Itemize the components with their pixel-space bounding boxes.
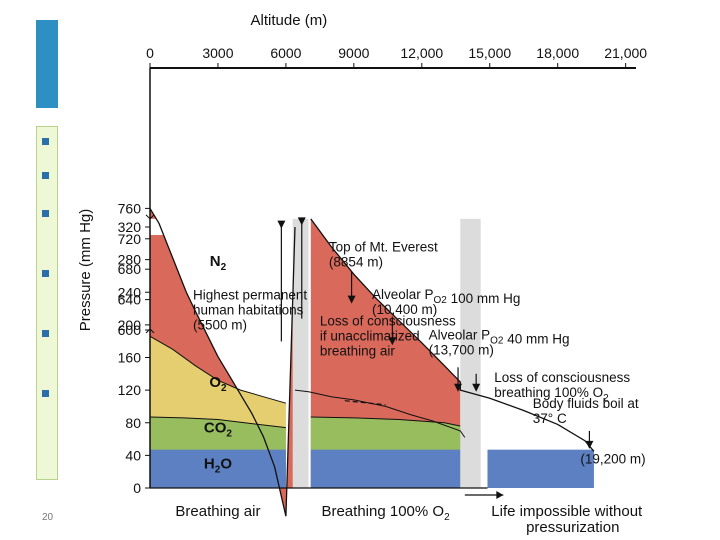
gas-label: O2 — [209, 374, 227, 394]
y-tick-label: 680 — [118, 261, 142, 277]
slide-footer-text: 20 — [42, 512, 54, 523]
co2-boundary-o2 — [310, 416, 461, 427]
annotation-text: breathing 100% O2 — [494, 385, 609, 404]
x-tick-label: 0 — [146, 45, 154, 61]
x-axis-title: Altitude (m) — [251, 12, 328, 29]
annotation-arrowhead — [388, 337, 397, 346]
annotation-arrowhead — [472, 383, 481, 392]
co2-boundary-air — [149, 416, 286, 429]
o2-pressure-line — [294, 389, 466, 438]
altitude-pressure-chart: 0 3000 6000 9000 12,000 15,000 18,000 21,000 0 40… — [77, 12, 647, 536]
air-pressure-curve — [149, 208, 296, 517]
y-tick-label: 640 — [118, 292, 142, 308]
h2o-area-post — [487, 449, 594, 488]
slide-bullet — [42, 172, 49, 179]
annotation-arrowhead — [277, 220, 286, 229]
annotation-arrowhead — [347, 295, 356, 304]
y-tick-label: 760 — [118, 200, 142, 216]
annotation-text: Alveolar PO2 40 mm Hg — [429, 328, 570, 347]
h2o-area-air — [150, 449, 286, 488]
annotation-text: breathing air — [320, 343, 396, 358]
x-tick-label: 6000 — [270, 45, 301, 61]
x-tick-label: 9000 — [338, 45, 369, 61]
annotation-text: Body fluids boil at — [533, 396, 639, 411]
gas-label: N2 — [210, 253, 227, 273]
bottom-label: Breathing 100% O2 — [321, 503, 450, 523]
x-tick-label: 18,000 — [536, 45, 579, 61]
annotation-arrowhead — [297, 217, 306, 226]
bottom-label: Breathing air — [175, 503, 260, 520]
y-tick-label: 80 — [125, 415, 141, 431]
y-axis-title: Pressure (mm Hg) — [77, 209, 94, 332]
annotation-text: Alveolar PO2 100 mm Hg — [372, 287, 520, 306]
annotation-text: (8854 m) — [329, 254, 383, 269]
annotation-text: human habitations — [193, 303, 304, 318]
annotation-arrowhead — [454, 383, 463, 392]
annotation-text: (5500 m) — [193, 318, 247, 333]
slide-bullet — [42, 330, 49, 337]
y-tick-label: 160 — [118, 350, 142, 366]
slide-title-bar — [36, 20, 58, 108]
annotation-text: Highest permanent — [193, 288, 307, 303]
slide-content-box — [36, 126, 58, 480]
y-tick-label: 720 — [118, 231, 142, 247]
y-tick-label: 120 — [118, 382, 142, 398]
gas-label: CO2 — [204, 420, 233, 440]
x-tick-label: 12,000 — [400, 45, 443, 61]
y-tick-label: 280 — [118, 252, 142, 268]
pressure-curve-continued — [310, 218, 595, 452]
bottom-label: Life impossible without — [491, 503, 643, 520]
annotation-text: if unacclimatized — [320, 328, 420, 343]
axis-break-band — [150, 218, 298, 236]
region-arrowhead — [496, 491, 504, 499]
separator-column — [460, 218, 481, 489]
y-tick-label: 240 — [118, 284, 142, 300]
annotation-text: (10,400 m) — [372, 302, 437, 317]
slide-bullet — [42, 270, 49, 277]
dashed-reference-line — [344, 400, 386, 406]
annotation-text: (13,700 m) — [429, 343, 494, 358]
axis-break-mark — [145, 214, 155, 220]
slide-bullet — [42, 138, 49, 145]
y-tick-label: 200 — [118, 317, 142, 333]
y-tick-label: 600 — [118, 322, 142, 338]
y-tick-label: 320 — [118, 219, 142, 235]
gas-label: H2O — [204, 455, 232, 475]
y-tick-label: 0 — [133, 480, 141, 496]
h2o-area-o2 — [310, 449, 461, 488]
chart-panel: 0 3000 6000 9000 12,000 15,000 18,000 21,000 0 40… — [58, 0, 720, 540]
o2-boundary-air — [149, 335, 287, 404]
axis-break-mark — [145, 328, 155, 334]
x-tick-label: 3000 — [202, 45, 233, 61]
annotation-text: Loss of consciousness — [320, 313, 456, 328]
separator-column — [292, 218, 309, 489]
x-tick-label: 15,000 — [468, 45, 511, 61]
slide-bullet — [42, 390, 49, 397]
annotation-text: (19,200 m) — [580, 452, 645, 467]
annotation-text: Loss of consciousness — [494, 370, 630, 385]
y-tick-label: 40 — [125, 447, 141, 463]
bottom-label-line2: pressurization — [526, 519, 619, 536]
x-tick-label: 21,000 — [604, 45, 647, 61]
slide-bullet — [42, 210, 49, 217]
annotation-text: 37° C — [533, 411, 567, 426]
annotation-text: Top of Mt. Everest — [329, 239, 438, 254]
annotation-arrowhead — [585, 440, 594, 449]
